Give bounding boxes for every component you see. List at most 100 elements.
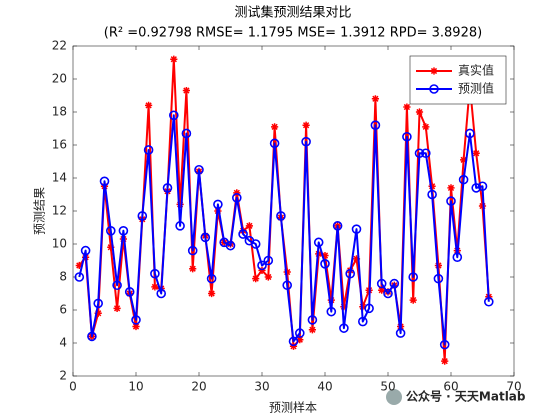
data-point	[307, 315, 318, 325]
data-point	[339, 323, 349, 333]
data-point	[112, 280, 122, 291]
data-point	[332, 221, 343, 231]
data-point	[326, 306, 337, 317]
legend-label: 预测值	[458, 81, 494, 96]
data-point	[352, 255, 361, 263]
x-tick-label: 70	[506, 380, 521, 394]
data-point	[250, 239, 261, 249]
data-point	[175, 221, 185, 231]
data-point	[433, 273, 444, 284]
data-point	[150, 268, 160, 279]
y-tick-label: 8	[59, 270, 67, 284]
data-point	[472, 149, 480, 157]
data-point	[357, 316, 368, 327]
data-point	[345, 268, 356, 279]
data-point	[169, 110, 179, 121]
data-point	[257, 260, 267, 271]
data-point	[87, 331, 97, 342]
data-point	[294, 328, 305, 338]
data-point	[233, 189, 241, 197]
data-point	[409, 296, 417, 304]
data-point	[403, 103, 411, 111]
data-point	[288, 336, 299, 347]
data-point	[465, 128, 475, 139]
x-tick-label: 50	[380, 380, 395, 394]
data-point	[106, 226, 116, 236]
data-point	[182, 86, 190, 95]
data-point	[408, 272, 419, 282]
data-point	[93, 298, 103, 309]
data-point	[383, 288, 393, 299]
data-point	[208, 289, 216, 298]
data-point	[452, 252, 463, 263]
data-point	[302, 121, 310, 129]
data-point	[389, 278, 400, 289]
x-tick-label: 0	[69, 380, 77, 394]
data-point	[289, 342, 298, 350]
data-point	[225, 240, 236, 251]
data-point	[269, 138, 280, 149]
chart-subtitle: (R² =0.92798 RMSE= 1.1795 MSE= 1.3912 RP…	[104, 26, 482, 41]
y-tick-label: 2	[59, 369, 67, 383]
y-tick-label: 6	[59, 303, 67, 317]
data-point	[131, 315, 141, 325]
x-axis-label: 预测样本	[269, 400, 317, 415]
data-point	[162, 183, 173, 193]
data-point	[460, 156, 468, 164]
watermark-icon	[386, 389, 402, 405]
data-point	[181, 128, 192, 139]
data-point	[74, 272, 85, 282]
data-point	[282, 280, 293, 291]
data-point	[194, 164, 204, 175]
data-point	[477, 181, 488, 192]
data-point	[143, 145, 154, 155]
data-point	[271, 123, 279, 131]
data-point	[151, 283, 159, 291]
data-point	[238, 229, 248, 239]
data-point	[446, 196, 456, 206]
data-point	[301, 136, 311, 147]
data-point	[308, 326, 316, 334]
data-point	[200, 232, 211, 243]
data-point	[471, 183, 482, 193]
data-point	[99, 176, 110, 187]
data-point	[402, 131, 412, 142]
data-point	[156, 288, 166, 299]
data-point	[414, 148, 425, 159]
data-point	[264, 273, 272, 281]
data-point	[415, 108, 424, 116]
y-tick-label: 4	[59, 336, 67, 350]
data-point	[422, 123, 430, 131]
data-point	[263, 255, 274, 266]
data-point	[376, 278, 387, 289]
x-tick-label: 30	[254, 380, 269, 394]
legend-marker	[429, 84, 439, 94]
data-point	[427, 189, 437, 200]
data-point	[359, 303, 367, 311]
data-point	[478, 202, 487, 210]
x-tick-label: 60	[443, 380, 458, 394]
legend-label: 真实值	[458, 63, 494, 78]
data-point	[439, 339, 450, 350]
y-tick-label: 14	[52, 171, 67, 185]
data-point	[206, 273, 217, 284]
data-point	[113, 304, 121, 312]
x-tick-label: 40	[317, 380, 332, 394]
data-point	[213, 199, 223, 210]
watermark: 公众号 · 天天Matlab	[406, 389, 526, 404]
y-tick-label: 20	[52, 72, 67, 86]
data-point	[447, 184, 455, 192]
data-point	[132, 322, 140, 331]
data-point	[80, 245, 91, 256]
data-point	[170, 55, 178, 63]
data-point	[176, 200, 184, 208]
data-point	[258, 266, 266, 274]
data-point	[428, 182, 436, 190]
data-point	[458, 174, 469, 185]
data-point	[232, 193, 242, 203]
data-point	[94, 309, 102, 317]
data-point	[320, 258, 330, 269]
data-point	[189, 265, 197, 273]
data-point	[107, 243, 115, 251]
